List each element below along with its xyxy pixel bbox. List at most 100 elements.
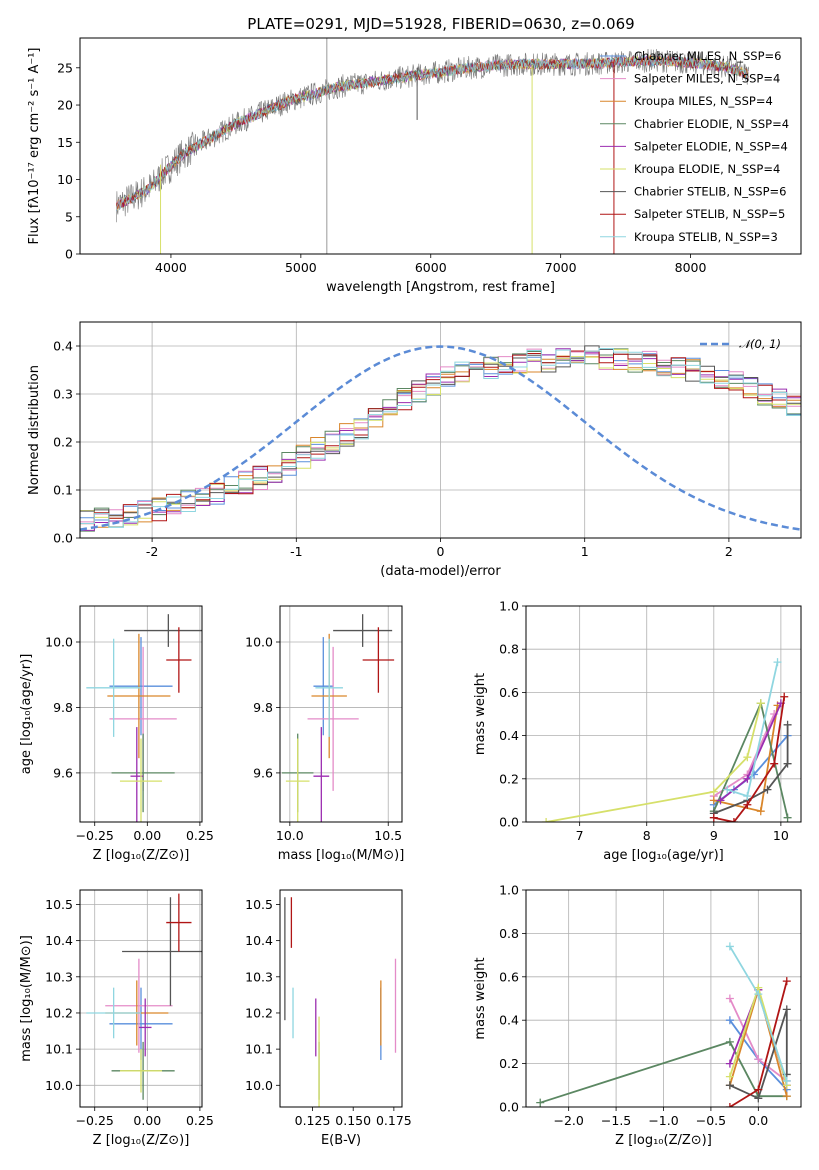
y-tick-label: 10.3 bbox=[245, 969, 273, 984]
plus-marker bbox=[763, 785, 772, 794]
data-point-6 bbox=[333, 614, 393, 647]
x-axis-label: age [log₁₀(age/yr)] bbox=[603, 848, 724, 863]
massweight-vs-age-plot-area bbox=[542, 658, 792, 822]
y-tick-label: 0.0 bbox=[499, 1100, 519, 1115]
y-tick-label: 0.4 bbox=[499, 728, 519, 743]
legend-entry: Salpeter MILES, N_SSP=4 bbox=[634, 72, 780, 86]
data-point-8 bbox=[315, 638, 343, 737]
y-tick-label: 10.5 bbox=[245, 897, 273, 912]
x-axis-label: Z [log₁₀(Z/Z⊙)] bbox=[615, 1133, 712, 1148]
age-vs-mass-grid bbox=[280, 606, 402, 822]
y-tick-label: 10.2 bbox=[245, 1005, 273, 1020]
y-tick-label: 0.6 bbox=[499, 685, 519, 700]
massweight-vs-Z-panel: −2.0 −1.5 −1.0 −0.5 0.0 0.0 0.2 0.4 0.6 0.8 1.0 Z [… bbox=[473, 883, 802, 1148]
x-tick-label: 2 bbox=[725, 544, 733, 559]
age-vs-mass-frame bbox=[279, 605, 403, 823]
legend-entry: Salpeter STELIB, N_SSP=5 bbox=[634, 207, 785, 221]
legend-entry: Kroupa STELIB, N_SSP=3 bbox=[634, 230, 778, 244]
mass-vs-ebv-panel: 0.125 0.150 0.175 10.0 10.1 10.2 10.3 10.4 10.5 E… bbox=[245, 889, 412, 1148]
y-tick-label: 0.2 bbox=[499, 1056, 519, 1071]
plus-marker bbox=[723, 785, 732, 794]
legend-entry: Chabrier ELODIE, N_SSP=4 bbox=[634, 117, 789, 131]
x-tick-label: 1 bbox=[581, 544, 589, 559]
y-tick-label: 25 bbox=[57, 60, 73, 75]
x-tick-label: −1.0 bbox=[648, 1113, 678, 1128]
plus-marker bbox=[725, 994, 734, 1003]
x-axis-label: Z [log₁₀(Z/Z⊙)] bbox=[93, 848, 190, 863]
plus-marker bbox=[725, 1103, 734, 1107]
histogram-step-4 bbox=[80, 348, 801, 531]
age-vs-mass-panel: 10.0 10.5 9.6 9.8 10.0 mass [log₁₀(M/M⊙)] bbox=[245, 605, 404, 863]
y-tick-label: 0.8 bbox=[499, 642, 519, 657]
mass-vs-ebv-plot-area bbox=[284, 897, 397, 1107]
y-tick-label: 0.3 bbox=[53, 387, 73, 402]
data-point-1 bbox=[307, 646, 359, 791]
legend-entry: Chabrier STELIB, N_SSP=6 bbox=[634, 185, 786, 199]
plus-marker bbox=[783, 720, 792, 729]
age-vs-Z-panel: −0.25 0.00 0.25 9.6 9.8 10.0 Z [log₁₀(Z/Z⊙)] ag… bbox=[19, 605, 214, 863]
y-tick-label: 0.6 bbox=[499, 969, 519, 984]
y-tick-label: 9.6 bbox=[53, 765, 73, 780]
massweight-vs-age-panel: 7 8 9 10 0.0 0.2 0.4 0.6 0.8 1.0 age [log₁₀(age/yr… bbox=[473, 599, 802, 863]
data-point-4 bbox=[138, 998, 152, 1057]
spectrum-plot-area bbox=[116, 38, 750, 254]
y-tick-label: 9.8 bbox=[253, 700, 273, 715]
y-tick-label: 10.4 bbox=[245, 933, 273, 948]
plus-marker bbox=[729, 818, 738, 822]
y-tick-label: 10.1 bbox=[245, 1042, 273, 1057]
x-tick-label: 0.25 bbox=[186, 828, 214, 843]
y-tick-label: 0.4 bbox=[499, 1013, 519, 1028]
x-tick-label: 0.150 bbox=[335, 1113, 371, 1128]
x-tick-label: 0.00 bbox=[133, 828, 161, 843]
y-tick-label: 10.2 bbox=[45, 1005, 73, 1020]
plus-marker bbox=[783, 759, 792, 768]
legend-entry: 𝒩(0, 1) bbox=[739, 337, 781, 351]
data-point-3 bbox=[111, 733, 175, 813]
x-tick-label: 10.5 bbox=[374, 828, 402, 843]
data-point-6 bbox=[124, 614, 202, 647]
plus-marker bbox=[725, 1081, 734, 1090]
model-line-6 bbox=[116, 54, 749, 208]
x-tick-label: -2 bbox=[146, 544, 158, 559]
x-tick-label: 10.0 bbox=[276, 828, 304, 843]
plus-marker bbox=[783, 813, 792, 822]
x-tick-label: −1.5 bbox=[601, 1113, 631, 1128]
data-point-7 bbox=[166, 893, 192, 952]
plus-marker bbox=[743, 792, 752, 801]
plus-marker bbox=[709, 796, 718, 805]
plus-marker bbox=[709, 813, 718, 822]
plus-marker bbox=[725, 1016, 734, 1025]
massweight-vs-Z-plot-area bbox=[536, 942, 791, 1107]
y-tick-label: 10.1 bbox=[45, 1042, 73, 1057]
plus-marker bbox=[756, 699, 765, 708]
plus-marker bbox=[782, 977, 791, 986]
x-tick-label: 4000 bbox=[155, 260, 187, 275]
y-tick-label: 10.0 bbox=[245, 635, 273, 650]
x-tick-label: −0.25 bbox=[76, 1113, 114, 1128]
data-point-2 bbox=[107, 633, 171, 759]
plus-marker bbox=[542, 818, 551, 822]
residuals-plot-area bbox=[80, 345, 801, 532]
y-axis-label: age [log₁₀(age/yr)] bbox=[19, 654, 34, 775]
data-point-0 bbox=[109, 987, 173, 1060]
age-vs-Z-plot-area bbox=[86, 614, 202, 822]
massweight-vs-age-frame bbox=[525, 605, 802, 823]
data-point-8 bbox=[86, 638, 141, 737]
legend-entry: Kroupa MILES, N_SSP=4 bbox=[634, 94, 773, 108]
y-tick-label: 10.0 bbox=[245, 1078, 273, 1093]
x-tick-label: 0.0 bbox=[748, 1113, 768, 1128]
y-tick-label: 1.0 bbox=[499, 883, 519, 898]
weight-series-line-6 bbox=[729, 1009, 788, 1100]
y-axis-label: mass [log₁₀(M/M⊙)] bbox=[19, 935, 34, 1062]
plus-marker bbox=[754, 1094, 763, 1103]
plus-marker bbox=[754, 990, 763, 999]
x-tick-label: 0 bbox=[437, 544, 445, 559]
weight-series-line-0 bbox=[539, 1040, 787, 1104]
data-point-0 bbox=[109, 637, 173, 736]
normal-curve-line bbox=[80, 345, 801, 531]
histogram-step-8 bbox=[80, 348, 801, 528]
data-point-7 bbox=[362, 627, 395, 693]
plus-marker bbox=[754, 1055, 763, 1064]
figure-title: PLATE=0291, MJD=51928, FIBERID=0630, z=0… bbox=[247, 15, 634, 33]
